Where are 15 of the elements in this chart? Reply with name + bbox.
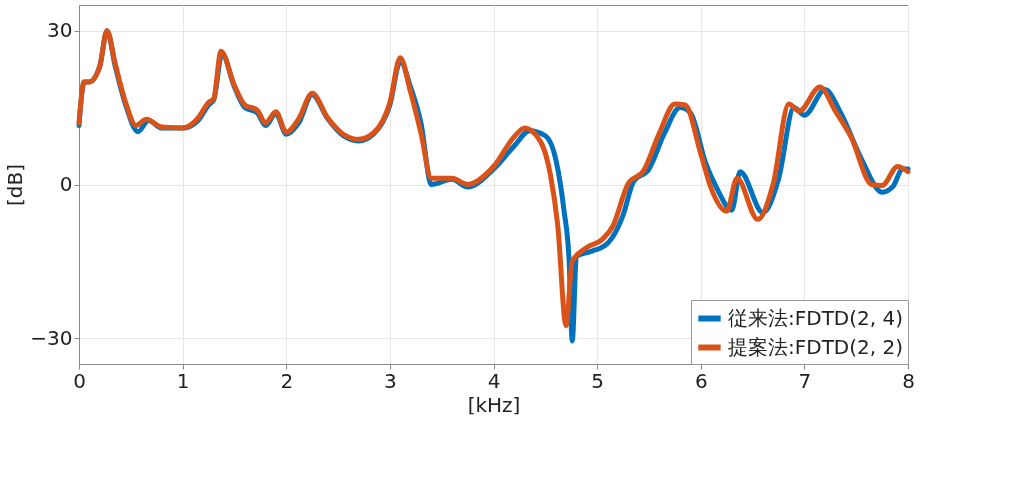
- x-tick-label: 3: [384, 368, 397, 393]
- x-tick-label: 1: [176, 368, 190, 393]
- x-tick-label: 7: [798, 368, 812, 393]
- y-tick-label: 30: [47, 18, 73, 43]
- legend-label: 従来法:FDTD(2, 4): [728, 305, 904, 330]
- y-tick-label: 0: [59, 172, 73, 196]
- y-axis-title: [dB]: [3, 163, 28, 207]
- x-axis-title: [kHz]: [467, 392, 521, 417]
- x-tick-label: 2: [280, 368, 294, 393]
- legend-label: 提案法:FDTD(2, 2): [728, 334, 904, 359]
- y-tick-label: −30: [30, 325, 73, 350]
- x-tick-label: 6: [694, 368, 708, 393]
- x-tick-label: 8: [902, 368, 915, 393]
- x-tick-label: 5: [591, 368, 604, 393]
- x-tick-label: 4: [487, 368, 501, 393]
